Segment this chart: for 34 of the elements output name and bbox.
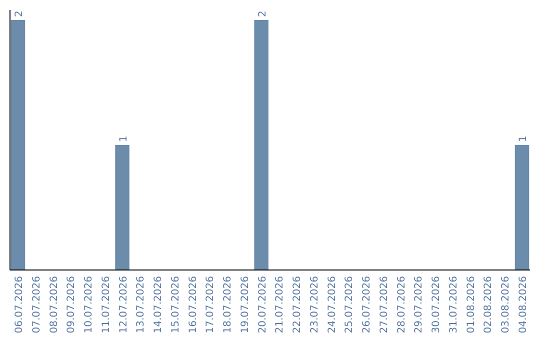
x-tick-label: 03.08.2026 — [500, 276, 512, 334]
x-tick-label: 21.07.2026 — [274, 276, 286, 334]
x-tick-label: 17.07.2026 — [205, 276, 216, 334]
data-label: 2 — [257, 10, 268, 17]
x-tick-label: 07.07.2026 — [31, 276, 42, 334]
x-tick-label: 01.08.2026 — [466, 276, 477, 334]
data-label: 1 — [118, 136, 130, 142]
x-tick-label: 06.07.2026 — [14, 276, 25, 334]
x-tick-label: 23.07.2026 — [309, 276, 320, 334]
x-tick-label: 10.07.2026 — [84, 276, 95, 334]
x-tick-label: 14.07.2026 — [153, 276, 164, 334]
data-label: 1 — [518, 136, 530, 142]
x-tick-label: 28.07.2026 — [396, 276, 408, 334]
x-tick-label: 25.07.2026 — [344, 276, 356, 334]
x-tick-label: 27.07.2026 — [378, 276, 390, 334]
x-tick-label: 15.07.2026 — [170, 276, 182, 334]
x-tick-label: 20.07.2026 — [257, 276, 268, 334]
x-tick-label: 29.07.2026 — [414, 276, 425, 334]
x-tick-label: 30.07.2026 — [431, 276, 442, 334]
x-tick-label: 08.07.2026 — [48, 276, 60, 334]
x-tick-label: 04.08.2026 — [518, 276, 530, 334]
x-tick-label: 02.08.2026 — [483, 276, 494, 334]
x-tick-label: 31.07.2026 — [448, 276, 460, 334]
x-tick-label: 24.07.2026 — [326, 276, 338, 334]
x-tick-label: 13.07.2026 — [136, 276, 147, 334]
x-tick-label: 11.07.2026 — [100, 276, 112, 334]
x-tick-label: 16.07.2026 — [188, 276, 199, 334]
x-tick-label: 09.07.2026 — [66, 276, 78, 334]
data-label: 2 — [14, 10, 25, 17]
x-tick-label: 12.07.2026 — [118, 276, 130, 334]
x-tick-label: 22.07.2026 — [292, 276, 304, 334]
x-tick-label: 19.07.2026 — [240, 276, 251, 334]
x-tick-label: 18.07.2026 — [222, 276, 234, 334]
x-tick-label: 26.07.2026 — [362, 276, 373, 334]
